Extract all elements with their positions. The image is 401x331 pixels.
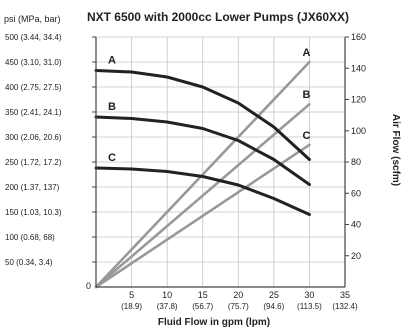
y-left-tick-label: 300 (2.06, 20.6) [5, 133, 62, 142]
y-left-tick-label: 150 (1.03, 10.3) [5, 208, 62, 217]
x-tick-label: 10 [162, 290, 172, 300]
x-tick-sublabel: (37.8) [157, 302, 178, 311]
x-tick-sublabel: (113.5) [297, 302, 322, 311]
y-right-tick-label: 40 [351, 220, 361, 230]
y-right-tick-label: 60 [351, 188, 361, 198]
grid [96, 36, 346, 287]
air-flow-line-c [94, 143, 311, 289]
pressure-label-a: A [108, 55, 116, 67]
y-left-tick-label: 450 (3.10, 31.0) [5, 58, 62, 67]
pressure-curve-b [94, 115, 311, 186]
y-left-tick-label: 500 (3.44, 34.4) [5, 33, 62, 42]
x-tick-sublabel: (94.6) [263, 302, 284, 311]
air-flow-label-c: C [302, 130, 310, 142]
x-tick-sublabel: (18.9) [121, 302, 142, 311]
x-tick-sublabel: (75.7) [228, 302, 249, 311]
y-right-tick-label: 160 [351, 32, 366, 42]
y-right-axis-label: Air Flow (scfm) [390, 114, 401, 186]
y-left-tick-label: 50 (0.34, 3.4) [5, 258, 53, 267]
y-right-tick-label: 120 [351, 95, 366, 105]
x-axis-label: Fluid Flow in gpm (lpm) [158, 317, 270, 328]
axes [92, 36, 349, 288]
x-tick-sublabel: (56.7) [192, 302, 213, 311]
chart-title: NXT 6500 with 2000cc Lower Pumps (JX60XX… [87, 10, 349, 24]
y-left-tick-label: 100 (0.68, 68) [5, 233, 55, 242]
air-flow-label-a: A [302, 47, 310, 59]
pressure-label-c: C [108, 152, 116, 164]
pressure-label-b: B [108, 101, 116, 113]
x-tick-sublabel: (132.4) [332, 302, 358, 311]
y-right-tick-label: 100 [351, 126, 366, 136]
x-tick-label: 20 [233, 290, 243, 300]
y-right-tick-label: 20 [351, 251, 361, 261]
air-flow-line-b [94, 102, 311, 289]
y-left-unit-label: psi (MPa, bar) [4, 14, 61, 24]
y-right-tick-label: 80 [351, 157, 361, 167]
air-flow-label-b: B [302, 89, 310, 101]
x-tick-label: 15 [198, 290, 208, 300]
x-tick-label: 30 [304, 290, 314, 300]
y-left-tick-label: 200 (1.37, 137) [5, 183, 60, 192]
y-left-tick-label: 250 (1.72, 17.2) [5, 158, 62, 167]
x-tick-label: 5 [129, 290, 134, 300]
series: A B C A B C [94, 47, 311, 289]
air-flow-line-a [94, 60, 311, 289]
pressure-curve-a [94, 69, 311, 161]
y-right-tick-label: 140 [351, 63, 366, 73]
pressure-curve-c [94, 166, 311, 216]
x-tick-label: 25 [269, 290, 279, 300]
y-left-tick-label: 400 (2.75, 27.5) [5, 83, 62, 92]
tick-labels: 5 (18.9) 10 (37.8) 15 (56.7) 20 (75.7) 25 (94.6) 3… [5, 32, 366, 311]
y-left-tick-label: 350 (2.41, 24.1) [5, 108, 62, 117]
origin-label: 0 [86, 281, 91, 291]
x-tick-label: 35 [340, 290, 350, 300]
